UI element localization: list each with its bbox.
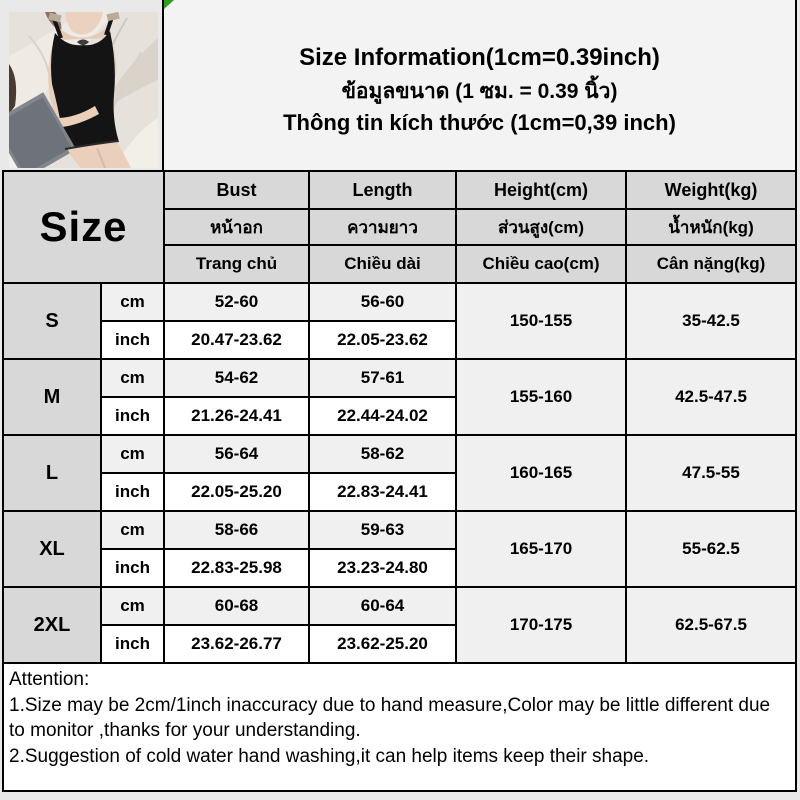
unit-cm: cm bbox=[99, 358, 166, 398]
row-2xl-cm: 2XL cm 60-68 60-64 170-175 62.5-67.5 bbox=[2, 586, 797, 664]
row-s-inch: inch 20.47-23.62 22.05-23.62 bbox=[3, 320, 796, 360]
unit-inch: inch bbox=[99, 320, 166, 360]
unit-cm: cm bbox=[99, 434, 166, 474]
cell-length-inch: 22.05-23.62 bbox=[308, 320, 458, 360]
cell-length-inch: 22.44-24.02 bbox=[308, 396, 458, 436]
cell-length-cm: 60-64 bbox=[308, 586, 458, 626]
cell-length-inch: 23.23-24.80 bbox=[308, 548, 458, 588]
size-label-m: M bbox=[2, 358, 102, 436]
col-header-height-en: Height(cm) bbox=[455, 170, 628, 210]
col-header-length-vi: Chiều dài bbox=[308, 244, 458, 284]
col-header-height-th: ส่วนสูง(cm) bbox=[455, 208, 628, 246]
product-photo bbox=[9, 12, 158, 168]
attention-heading: Attention: bbox=[9, 669, 90, 690]
cell-height: 160-165 bbox=[455, 434, 628, 512]
unit-inch: inch bbox=[99, 472, 166, 512]
unit-cm: cm bbox=[99, 510, 166, 550]
cell-bust-inch: 21.26-24.41 bbox=[163, 396, 311, 436]
col-header-length-en: Length bbox=[308, 170, 458, 210]
col-header-bust-en: Bust bbox=[163, 170, 311, 210]
row-2xl-inch: inch 23.62-26.77 23.62-25.20 bbox=[3, 624, 796, 664]
col-header-weight-en: Weight(kg) bbox=[625, 170, 797, 210]
cell-flag-icon bbox=[164, 0, 174, 9]
cell-weight: 55-62.5 bbox=[625, 510, 797, 588]
unit-cm: cm bbox=[99, 282, 166, 322]
photo-cell bbox=[2, 0, 162, 170]
attention-note-1: 1.Size may be 2cm/1inch inaccuracy due t… bbox=[9, 694, 771, 742]
product-photo-illustration bbox=[9, 12, 158, 168]
col-header-weight-th: น้ำหนัก(kg) bbox=[625, 208, 797, 246]
unit-inch: inch bbox=[99, 624, 166, 664]
cell-length-cm: 58-62 bbox=[308, 434, 458, 474]
attention-note-2: 2.Suggestion of cold water hand washing,… bbox=[9, 745, 650, 767]
cell-bust-inch: 22.05-25.20 bbox=[163, 472, 311, 512]
unit-cm: cm bbox=[99, 586, 166, 626]
title-vietnamese: Thông tin kích thước (1cm=0,39 inch) bbox=[283, 110, 676, 136]
cell-height: 150-155 bbox=[455, 282, 628, 360]
cell-bust-cm: 52-60 bbox=[163, 282, 311, 322]
cell-height: 165-170 bbox=[455, 510, 628, 588]
cell-length-inch: 23.62-25.20 bbox=[308, 624, 458, 664]
cell-height: 155-160 bbox=[455, 358, 628, 436]
col-header-bust-vi: Trang chủ bbox=[163, 244, 311, 284]
unit-inch: inch bbox=[99, 548, 166, 588]
top-section: Size Information(1cm=0.39inch) ข้อมูลขนา… bbox=[2, 0, 797, 170]
row-m-cm: M cm 54-62 57-61 155-160 42.5-47.5 bbox=[2, 358, 797, 436]
size-table: Size Bust Length Height(cm) Weight(kg) ห… bbox=[1, 170, 797, 664]
title-thai: ข้อมูลขนาด (1 ซม. = 0.39 นิ้ว) bbox=[341, 79, 618, 103]
row-l-inch: inch 22.05-25.20 22.83-24.41 bbox=[3, 472, 796, 512]
row-xl-cm: XL cm 58-66 59-63 165-170 55-62.5 bbox=[2, 510, 797, 588]
col-header-length-th: ความยาว bbox=[308, 208, 458, 246]
col-header-height-vi: Chiều cao(cm) bbox=[455, 244, 628, 284]
cell-bust-inch: 22.83-25.98 bbox=[163, 548, 311, 588]
cell-bust-cm: 58-66 bbox=[163, 510, 311, 550]
cell-weight: 47.5-55 bbox=[625, 434, 797, 512]
cell-weight: 35-42.5 bbox=[625, 282, 797, 360]
cell-weight: 62.5-67.5 bbox=[625, 586, 797, 664]
size-label-s: S bbox=[2, 282, 102, 360]
cell-bust-inch: 23.62-26.77 bbox=[163, 624, 311, 664]
cell-bust-cm: 54-62 bbox=[163, 358, 311, 398]
size-label-l: L bbox=[2, 434, 102, 512]
title-english: Size Information(1cm=0.39inch) bbox=[299, 43, 660, 71]
row-l-cm: L cm 56-64 58-62 160-165 47.5-55 bbox=[2, 434, 797, 512]
cell-weight: 42.5-47.5 bbox=[625, 358, 797, 436]
row-s-cm: S cm 52-60 56-60 150-155 35-42.5 bbox=[2, 282, 797, 360]
col-header-bust-th: หน้าอก bbox=[163, 208, 311, 246]
size-label-2xl: 2XL bbox=[2, 586, 102, 664]
size-corner-header: Size bbox=[1, 170, 166, 284]
size-label-xl: XL bbox=[2, 510, 102, 588]
row-xl-inch: inch 22.83-25.98 23.23-24.80 bbox=[3, 548, 796, 588]
col-header-weight-vi: Cân nặng(kg) bbox=[625, 244, 797, 284]
row-m-inch: inch 21.26-24.41 22.44-24.02 bbox=[3, 396, 796, 436]
cell-bust-cm: 56-64 bbox=[163, 434, 311, 474]
cell-bust-cm: 60-68 bbox=[163, 586, 311, 626]
cell-length-cm: 59-63 bbox=[308, 510, 458, 550]
title-cell: Size Information(1cm=0.39inch) ข้อมูลขนา… bbox=[164, 0, 797, 170]
cell-height: 170-175 bbox=[455, 586, 628, 664]
attention-box: Attention: 1.Size may be 2cm/1inch inacc… bbox=[2, 662, 797, 792]
cell-length-cm: 57-61 bbox=[308, 358, 458, 398]
unit-inch: inch bbox=[99, 396, 166, 436]
cell-bust-inch: 20.47-23.62 bbox=[163, 320, 311, 360]
photo-title-divider bbox=[162, 0, 164, 170]
cell-length-cm: 56-60 bbox=[308, 282, 458, 322]
cell-length-inch: 22.83-24.41 bbox=[308, 472, 458, 512]
